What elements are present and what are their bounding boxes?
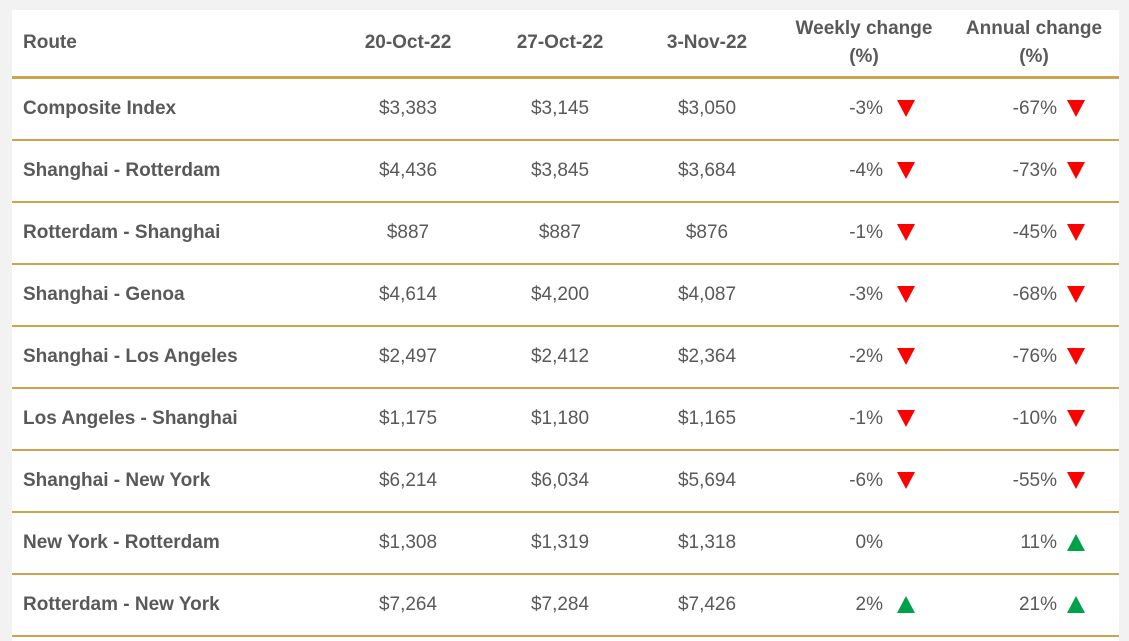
table-cell: 2%: [855, 594, 883, 615]
table-cell: $2,412: [530, 346, 590, 367]
table-cell: $5,694: [677, 470, 737, 491]
down-arrow: [1067, 410, 1085, 427]
header-cell: 3-Nov-22: [666, 32, 748, 53]
route-name: Shanghai - Genoa: [23, 284, 185, 305]
table-cell: -1%: [849, 222, 883, 243]
down-arrow: [1067, 224, 1085, 241]
table-cell: $887: [386, 222, 430, 243]
table-cell: -2%: [849, 346, 883, 367]
down-arrow: [897, 286, 915, 303]
route-name: New York - Rotterdam: [23, 532, 220, 553]
table-cell: $3,383: [378, 98, 438, 119]
table-row: Shanghai - Genoa $4,614 $4,200 $4,087 -3% -68…: [12, 265, 1119, 327]
down-arrow: [897, 472, 915, 489]
table: Route 20-Oct-22 27-Oct-22 3-Nov-22 Weekly ch…: [12, 10, 1119, 641]
table-row: Rotterdam - Shanghai $887 $887 $876 -1% -45%: [12, 203, 1119, 265]
table-cell: $4,200: [530, 284, 590, 305]
table-cell: $7,426: [677, 594, 737, 615]
table-cell: $4,087: [677, 284, 737, 305]
table-cell: $887: [538, 222, 582, 243]
table-cell: $3,050: [677, 98, 737, 119]
table-cell: -6%: [849, 470, 883, 491]
down-arrow: [1067, 472, 1085, 489]
table-cell: $3,145: [530, 98, 590, 119]
table-cell: $6,214: [378, 470, 438, 491]
table-row: Shanghai - Rotterdam $4,436 $3,845 $3,684 -4…: [12, 141, 1119, 203]
table-cell: -68%: [1012, 284, 1057, 305]
table-cell: $3,684: [677, 160, 737, 181]
table-cell: $3,845: [530, 160, 590, 181]
table-cell: 0%: [855, 532, 883, 553]
table-cell: -10%: [1012, 408, 1057, 429]
table-cell: $7,264: [378, 594, 438, 615]
header-cell: Route: [23, 32, 77, 53]
table-cell: -67%: [1012, 98, 1057, 119]
table-cell: $6,034: [530, 470, 590, 491]
route-name: Los Angeles - Shanghai: [23, 408, 238, 429]
table-cell: $1,318: [677, 532, 737, 553]
table-cell: -3%: [849, 284, 883, 305]
down-arrow: [897, 410, 915, 427]
down-arrow: [897, 162, 915, 179]
down-arrow: [1067, 286, 1085, 303]
table-cell: -73%: [1012, 160, 1057, 181]
up-arrow: [1067, 534, 1085, 551]
table-cell: $2,497: [378, 346, 438, 367]
table-cell: -1%: [849, 408, 883, 429]
down-arrow: [1067, 100, 1085, 117]
down-arrow: [897, 348, 915, 365]
table-cell: $2,364: [677, 346, 737, 367]
table-cell: $4,436: [378, 160, 438, 181]
table-cell: -3%: [849, 98, 883, 119]
table-cell: $876: [685, 222, 729, 243]
table-cell: $1,180: [530, 408, 590, 429]
table-row: New York - Rotterdam $1,308 $1,319 $1,318 0%…: [12, 513, 1119, 575]
down-arrow: [1067, 162, 1085, 179]
table-row: Composite Index $3,383 $3,145 $3,050 -3% -67%: [12, 79, 1119, 141]
table-cell: 11%: [1020, 532, 1057, 553]
route-name: Shanghai - Los Angeles: [23, 346, 238, 367]
table-cell: $1,165: [677, 408, 737, 429]
down-arrow: [1067, 348, 1085, 365]
table-cell: 21%: [1018, 594, 1057, 615]
route-name: Shanghai - New York: [23, 470, 211, 491]
header-cell: 27-Oct-22: [516, 32, 604, 53]
route-name: Rotterdam - New York: [23, 594, 220, 615]
route-name: Shanghai - Rotterdam: [23, 160, 221, 181]
table-cell: $1,175: [378, 408, 438, 429]
down-arrow: [897, 100, 915, 117]
route-name: Rotterdam - Shanghai: [23, 222, 221, 243]
up-arrow: [1067, 596, 1085, 613]
header-cell: Annual change (%): [965, 18, 1103, 67]
table-row: Shanghai - Los Angeles $2,497 $2,412 $2,364…: [12, 327, 1119, 389]
table-cell: -55%: [1012, 470, 1057, 491]
header-cell: 20-Oct-22: [364, 32, 452, 53]
table-cell: -4%: [849, 160, 883, 181]
table-row: Los Angeles - Shanghai $1,175 $1,180 $1,165…: [12, 389, 1119, 451]
table-cell: -76%: [1012, 346, 1057, 367]
table-cell: $7,284: [530, 594, 590, 615]
table-row: Shanghai - New York $6,214 $6,034 $5,694 -6%…: [12, 451, 1119, 513]
table-cell: $1,308: [378, 532, 438, 553]
table-cell: $1,319: [530, 532, 590, 553]
header-row: Route 20-Oct-22 27-Oct-22 3-Nov-22 Weekly ch…: [12, 10, 1119, 79]
table-cell: $4,614: [378, 284, 438, 305]
table-row: Rotterdam - New York $7,264 $7,284 $7,426 2%…: [12, 575, 1119, 637]
down-arrow: [897, 224, 915, 241]
route-name: Composite Index: [23, 98, 177, 119]
header-cell: Weekly change (%): [795, 18, 933, 67]
up-arrow: [897, 596, 915, 613]
table-cell: -45%: [1012, 222, 1057, 243]
